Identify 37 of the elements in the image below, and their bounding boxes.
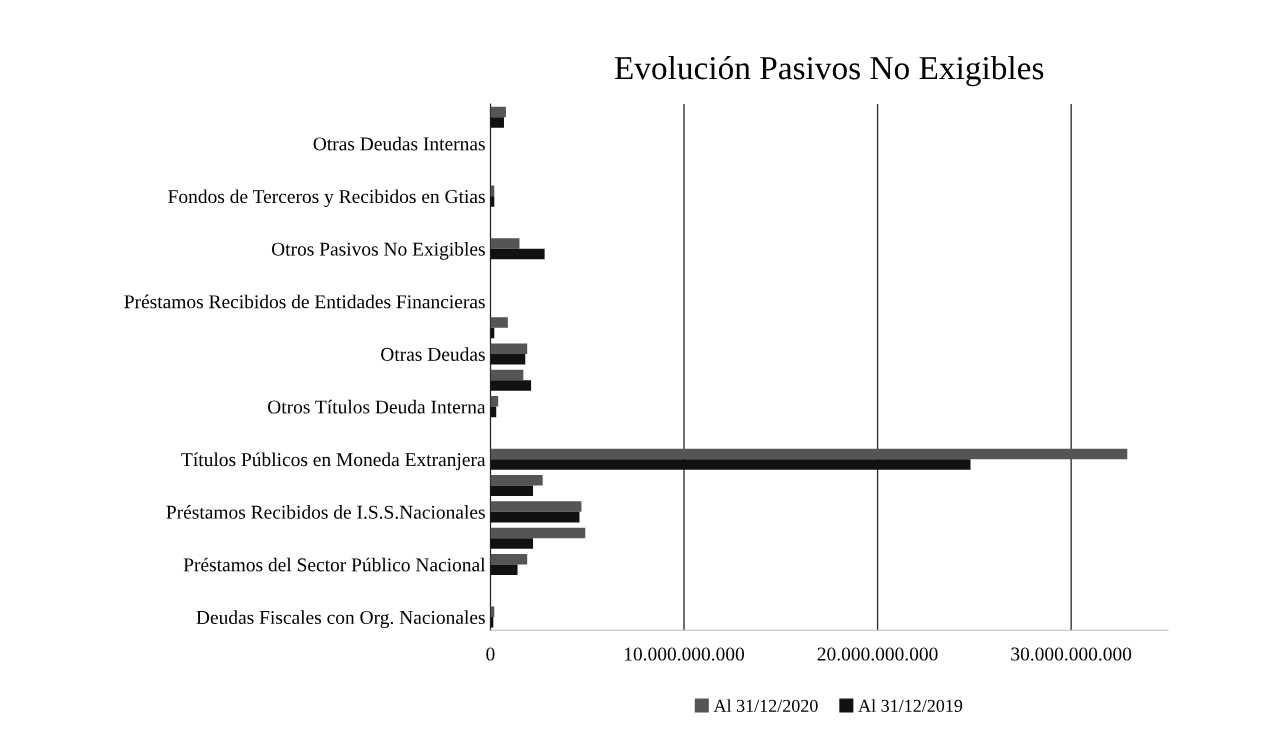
y-tick-label: Otros Títulos Deuda Interna xyxy=(268,399,486,414)
bar xyxy=(490,106,506,118)
bar xyxy=(490,501,582,512)
x-tick-label: 0 xyxy=(486,647,495,661)
bar xyxy=(490,511,580,523)
y-tick-label: Préstamos Recibidos de Entidades Financieras xyxy=(124,294,485,309)
bar xyxy=(490,317,508,328)
bar xyxy=(490,354,526,365)
y-tick-label: Préstamos Recibidos de I.S.S.Nacionales xyxy=(166,505,485,519)
bar xyxy=(490,248,545,260)
bar xyxy=(490,369,524,381)
bar xyxy=(490,343,528,354)
x-tick-label: 10.000.000.000 xyxy=(624,647,745,661)
bar xyxy=(490,238,520,249)
y-tick-label: Otros Pasivos No Exigibles xyxy=(271,242,485,260)
y-tick-label: Préstamos del Sector Público Nacional xyxy=(183,557,486,572)
y-tick-label: Otras Deudas Internas xyxy=(313,136,485,151)
y-tick-label: Deudas Fiscales con Org. Nacionales xyxy=(196,610,485,629)
bar xyxy=(490,553,528,565)
bar xyxy=(490,564,518,575)
bar xyxy=(490,527,586,539)
bar xyxy=(490,117,504,128)
bar xyxy=(490,448,1128,460)
x-tick-label: 30.000.000.000 xyxy=(1011,647,1132,661)
y-tick-label: Títulos Públicos en Moneda Extranjera xyxy=(181,452,486,471)
chart-title: Evolución Pasivos No Exigibles xyxy=(614,55,1044,87)
y-tick-label: Fondos de Terceros y Recibidos en Gtias xyxy=(168,189,485,208)
bar xyxy=(490,380,532,391)
y-tick-label: Otras Deudas xyxy=(381,347,485,361)
legend-label: Al 31/12/2019 xyxy=(858,699,963,712)
bar xyxy=(490,538,534,549)
bar xyxy=(490,485,534,497)
bar xyxy=(490,396,499,407)
bar xyxy=(490,459,971,470)
x-tick-label: 20.000.000.000 xyxy=(817,647,938,661)
legend-label: Al 31/12/2020 xyxy=(713,699,818,712)
bar xyxy=(490,475,543,486)
